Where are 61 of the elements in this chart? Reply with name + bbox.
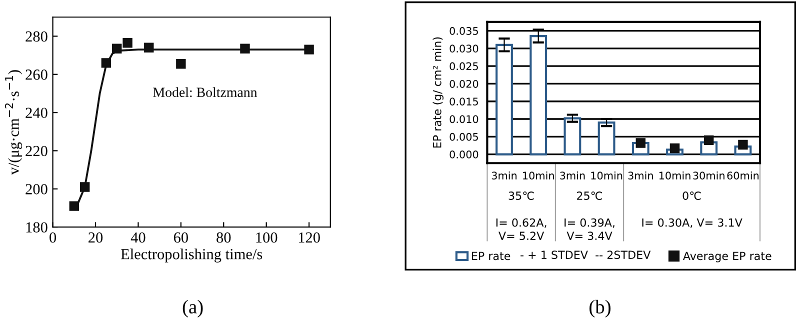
- point: [704, 135, 714, 146]
- bar: [564, 117, 582, 156]
- x-tick-label: 10min: [591, 171, 622, 180]
- point: [144, 42, 154, 53]
- y-tick-label: 0.010: [450, 115, 478, 124]
- x-tick-label: 10min: [523, 171, 554, 180]
- bar: [496, 44, 513, 156]
- point: [69, 201, 80, 211]
- y-tick-label: 0.035: [450, 27, 478, 35]
- x-axis-title: Electropolishing time/s: [120, 248, 262, 262]
- y-tick-label: 0.025: [450, 62, 478, 70]
- text: 0℃: [682, 192, 701, 200]
- text: - + 1 STDEV -- 2STDEV: [520, 250, 651, 260]
- point: [670, 143, 680, 154]
- y-tick-label: 200: [26, 184, 48, 194]
- point: [738, 140, 748, 150]
- x-tick-label: 20: [88, 232, 103, 243]
- legend-label: Average EP rate: [682, 252, 772, 262]
- y-tick-label: 280: [26, 31, 48, 42]
- text: (a): [182, 300, 203, 318]
- y-axis-title: EP rate (g/ cm² min): [432, 37, 444, 148]
- annotation: Model: Boltzmann: [153, 87, 258, 98]
- text: 25℃: [577, 192, 602, 200]
- point: [112, 44, 122, 54]
- legend-label: EP rate: [472, 252, 510, 260]
- x-tick-label: 30min: [693, 171, 724, 180]
- x-tick-label: 3min: [492, 171, 516, 180]
- y-tick-label: 180: [26, 222, 48, 233]
- y-tick-label: 260: [26, 70, 48, 80]
- x-tick-label: 120: [298, 232, 320, 243]
- y-tick-label: 0.015: [450, 98, 478, 106]
- point: [101, 58, 112, 68]
- y-tick-label: 0.020: [450, 80, 478, 88]
- text: I= 0.62A, V= 5.2V: [496, 218, 546, 240]
- y-tick-label: 0.030: [450, 44, 478, 53]
- text: I= 0.39A, V= 3.4V: [564, 218, 614, 240]
- x-tick-label: 0: [50, 232, 56, 243]
- x-tick-label: 60min: [727, 171, 759, 180]
- point: [122, 38, 132, 48]
- point: [304, 44, 314, 54]
- bar: [598, 121, 616, 156]
- x-tick-label: 100: [256, 232, 278, 243]
- text: (b): [590, 300, 610, 318]
- y-tick-label: 0.000: [450, 150, 478, 158]
- point: [176, 59, 186, 69]
- point: [636, 138, 646, 148]
- bar: [530, 35, 548, 156]
- x-tick-label: 60: [174, 232, 188, 243]
- x-tick-label: 3min: [560, 171, 585, 180]
- y-tick-label: 220: [26, 146, 48, 156]
- point: [240, 44, 250, 54]
- x-tick-label: 40: [130, 232, 146, 243]
- text: 35℃: [508, 192, 534, 200]
- x-tick-label: 10min: [659, 171, 690, 180]
- text: I= 0.30A, V= 3.1V: [642, 218, 742, 228]
- point: [80, 182, 90, 192]
- y-tick-label: 0.005: [450, 132, 478, 141]
- y-axis-title: v/(μg·cm$^{−2}$·s$^{−1}$): [4, 70, 22, 175]
- x-tick-label: 3min: [628, 171, 653, 180]
- x-tick-label: 80: [216, 232, 231, 243]
- y-tick-label: 240: [26, 108, 48, 118]
